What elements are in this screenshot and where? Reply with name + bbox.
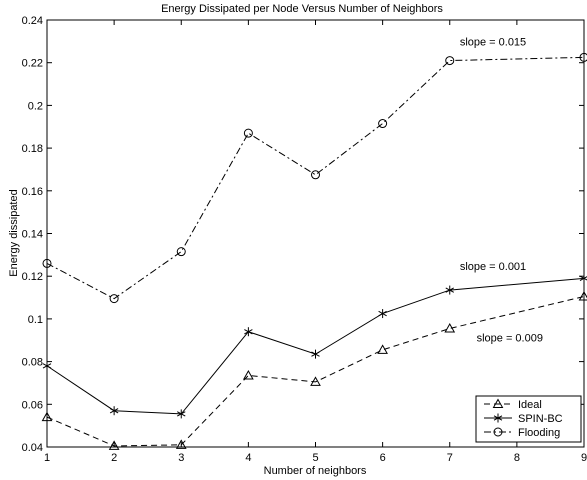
x-tick-label: 6 — [380, 452, 386, 464]
x-tick-label: 7 — [447, 452, 453, 464]
y-axis: 0.04 0.06 0.08 0.1 0.12 0.14 0.16 0.18 0.2 0.22 0.… — [22, 15, 584, 454]
data-point-star — [311, 349, 320, 359]
data-point-triangle — [310, 376, 321, 386]
series-line — [46, 277, 585, 415]
slope-annotation: slope = 0.001 — [460, 261, 526, 273]
y-tick-label: 0.12 — [22, 271, 43, 283]
x-tick-label: 4 — [245, 452, 251, 464]
data-point-circle — [109, 294, 119, 304]
data-point-star — [177, 409, 186, 419]
y-tick-label: 0.22 — [22, 58, 43, 70]
data-point-triangle — [377, 344, 388, 354]
y-tick-label: 0.24 — [22, 15, 43, 27]
x-tick-label: 2 — [111, 452, 117, 464]
legend-label: SPIN-BC — [518, 413, 563, 425]
data-point-triangle — [41, 411, 53, 422]
legend-marker-star — [493, 413, 503, 423]
data-point-circle — [579, 52, 587, 62]
y-tick-label: 0.06 — [22, 399, 43, 411]
data-point-star — [445, 285, 454, 295]
x-axis-label: Number of neighbors — [264, 465, 367, 477]
data-point-star — [109, 406, 119, 416]
legend-marker-triangle — [492, 398, 504, 408]
data-point-star — [42, 361, 52, 371]
legend-label: Ideal — [518, 399, 542, 411]
x-tick-label: 1 — [44, 452, 50, 464]
data-point-circle — [176, 247, 186, 257]
data-point-triangle — [578, 290, 587, 301]
y-tick-label: 0.18 — [22, 143, 43, 155]
y-axis-label: Energy dissipated — [8, 189, 20, 276]
x-tick-label: 9 — [581, 452, 587, 464]
y-tick-label: 0.14 — [22, 229, 43, 241]
data-point-circle — [311, 170, 320, 180]
y-tick-label: 0.08 — [22, 357, 43, 369]
series-line — [46, 295, 585, 447]
x-tick-label: 5 — [312, 452, 318, 464]
slope-annotation: slope = 0.009 — [477, 332, 543, 344]
y-tick-label: 0.1 — [28, 314, 43, 326]
series-line — [46, 56, 585, 300]
legend-label: Flooding — [518, 427, 560, 439]
data-point-circle — [445, 56, 455, 66]
data-point-circle — [42, 258, 52, 268]
legend-box — [475, 395, 582, 443]
legend: Ideal SPIN-BC Flooding — [475, 395, 582, 443]
y-tick-label: 0.16 — [22, 186, 43, 198]
annotation-layer: slope = 0.015 slope = 0.001 slope = 0.009 — [460, 37, 543, 345]
x-tick-label: 3 — [178, 452, 184, 464]
y-tick-label: 0.04 — [22, 442, 43, 454]
data-point-star — [244, 327, 253, 337]
data-point-triangle — [243, 369, 254, 380]
chart-title: Energy Dissipated per Node Versus Number… — [161, 3, 443, 15]
data-point-triangle — [108, 440, 120, 450]
data-point-triangle — [175, 439, 187, 449]
data-point-circle — [243, 128, 253, 138]
data-point-star — [378, 309, 387, 319]
data-point-circle — [378, 119, 388, 129]
series-ideal — [41, 290, 587, 450]
data-point-triangle — [444, 322, 456, 333]
legend-marker-circle — [493, 427, 503, 437]
slope-annotation: slope = 0.015 — [460, 37, 526, 49]
plot-area — [46, 19, 585, 448]
x-tick-label: 8 — [514, 452, 520, 464]
series-flooding — [42, 52, 587, 304]
y-tick-label: 0.2 — [28, 100, 43, 112]
